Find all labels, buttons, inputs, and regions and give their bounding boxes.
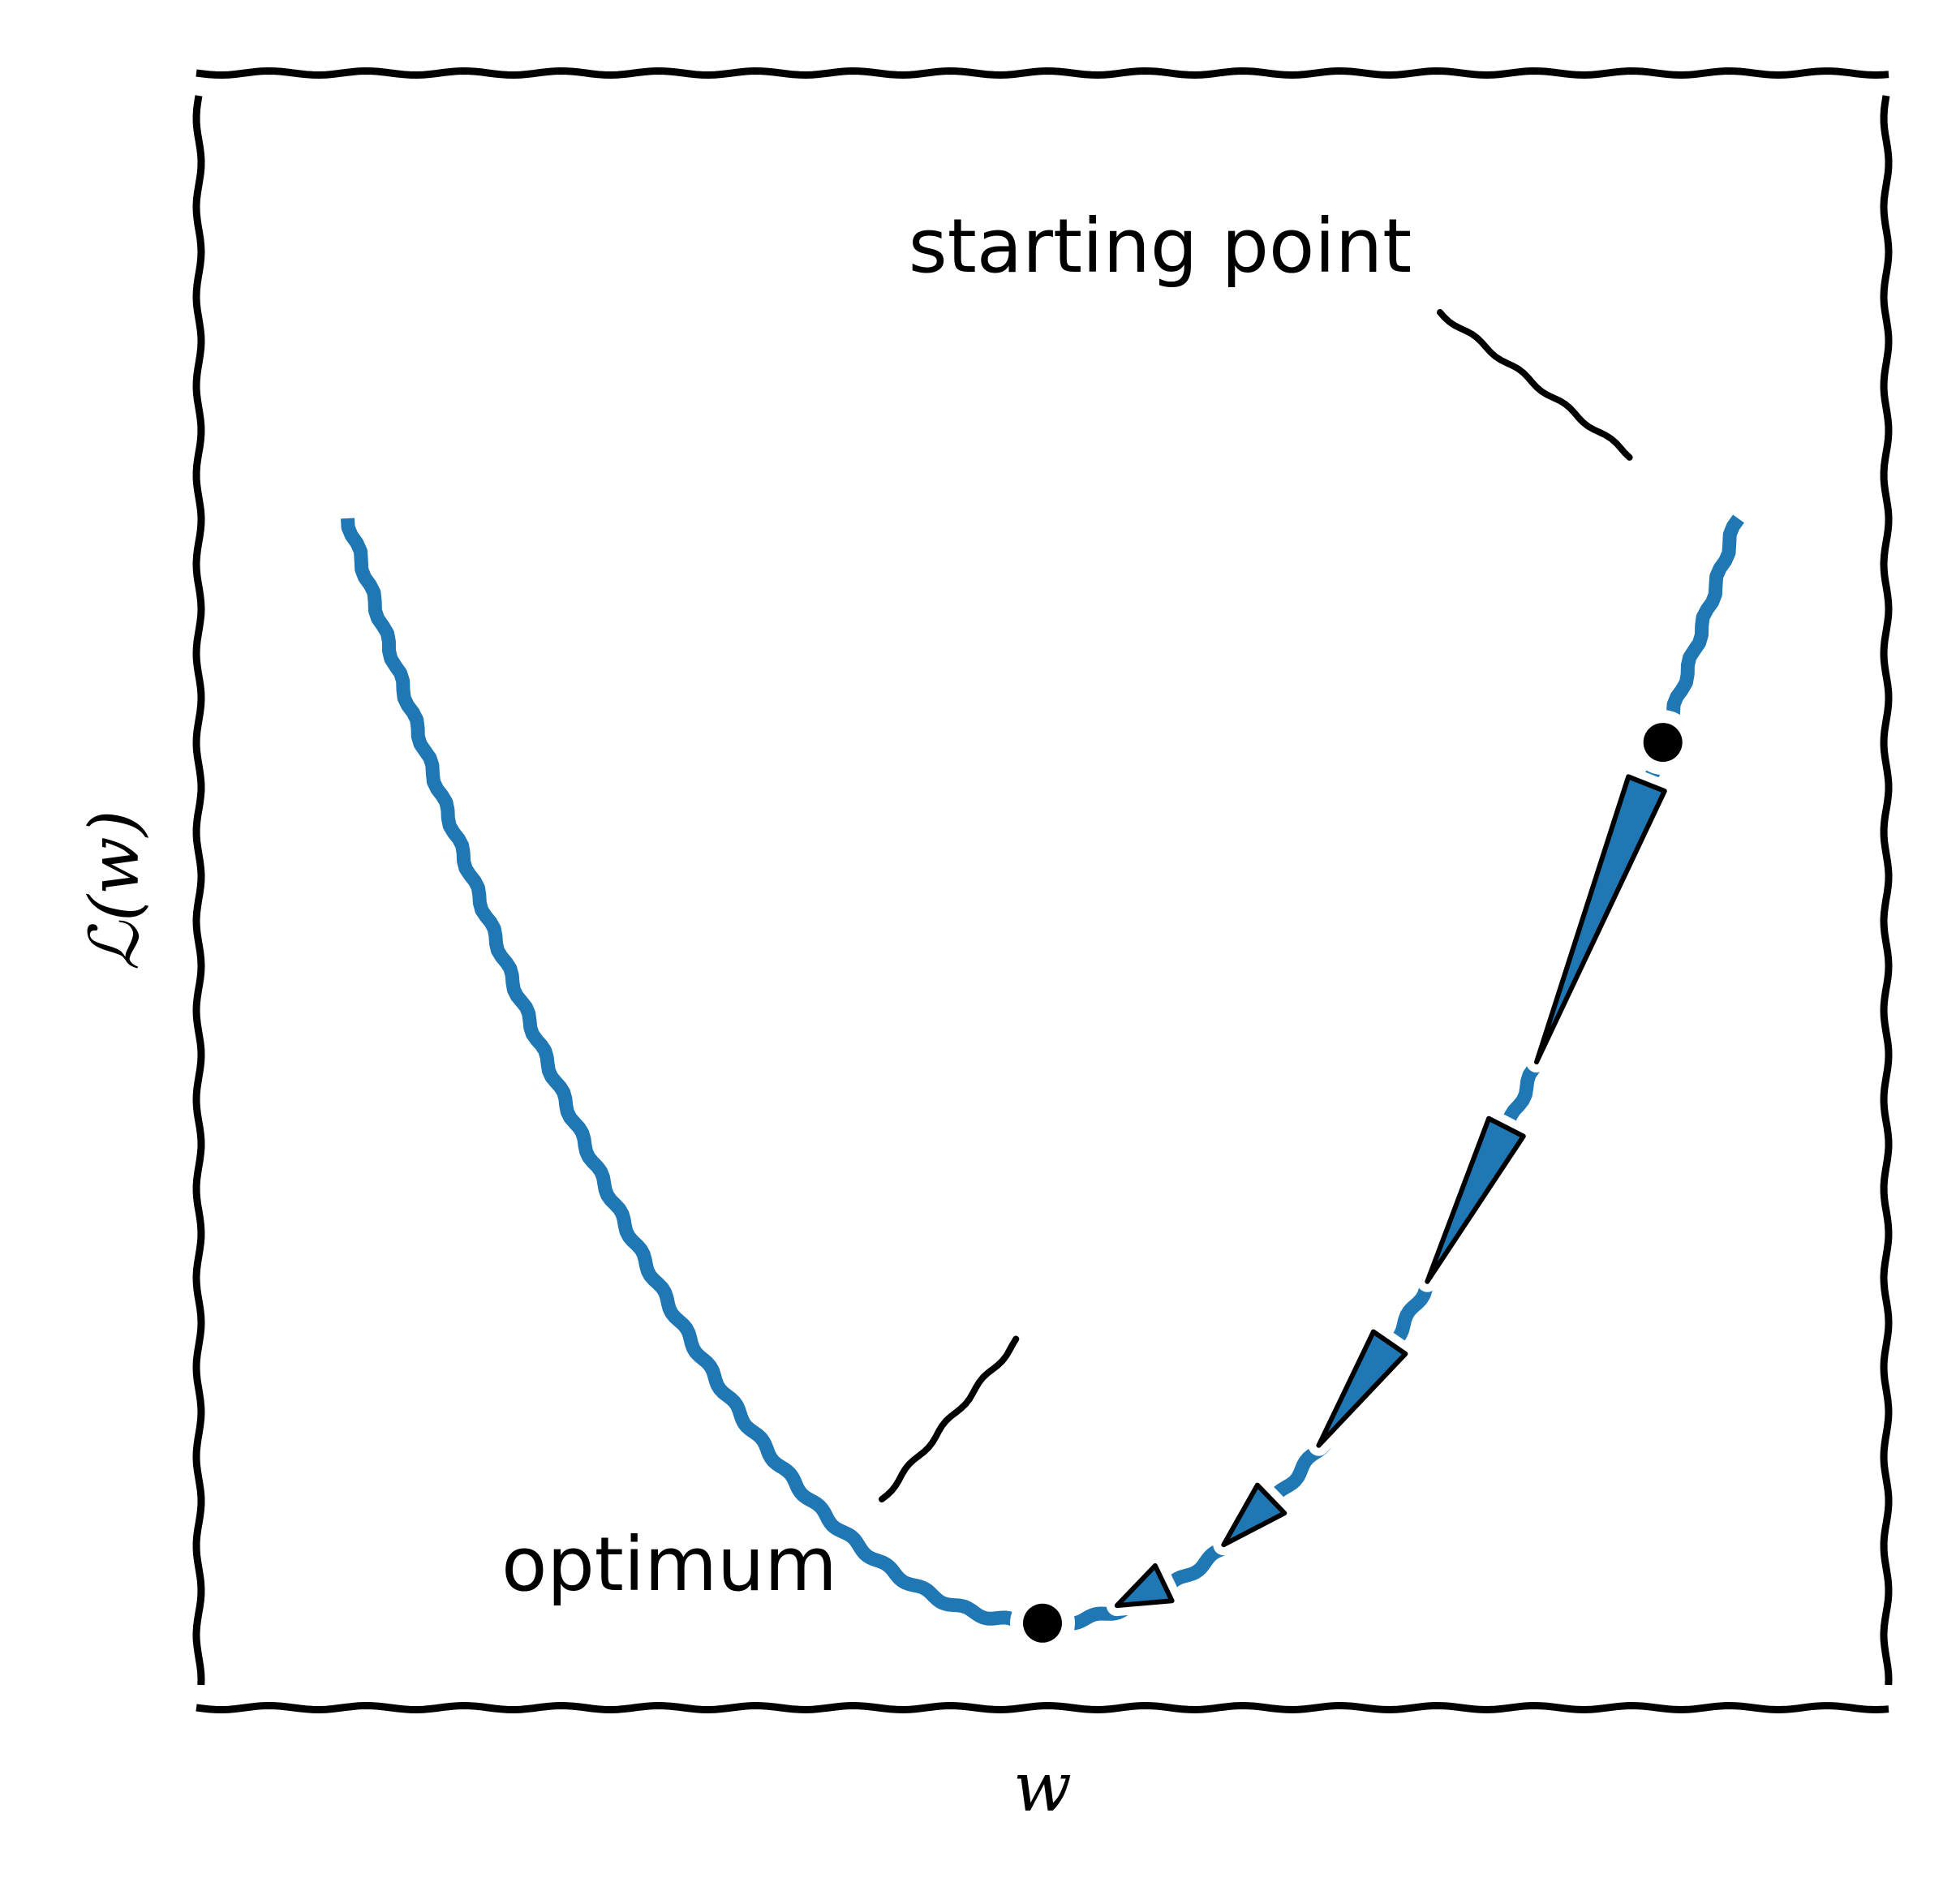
curve-layer xyxy=(341,514,1744,1632)
x-axis-label: w xyxy=(1013,1747,1072,1827)
spine-bottom xyxy=(196,1701,1889,1714)
gradient-step-arrow xyxy=(1316,1329,1408,1448)
gradient-step-arrow xyxy=(1114,1563,1175,1609)
annotation-layer: starting point optimum xyxy=(501,203,1696,1656)
optimum-marker xyxy=(1023,1603,1062,1643)
starting-point-label: starting point xyxy=(909,203,1412,290)
spine-top xyxy=(196,67,1889,80)
annotation-leader-line xyxy=(879,1335,1020,1502)
y-axis-label: ℒ(w) xyxy=(75,810,154,971)
spine-right xyxy=(1880,95,1893,1686)
gradient-step-arrow xyxy=(1534,774,1667,1065)
gradient-step-arrow xyxy=(1221,1482,1287,1548)
arrow-layer xyxy=(1106,766,1675,1617)
plot-frame xyxy=(192,67,1893,1714)
optimum-label: optimum xyxy=(501,1521,837,1608)
loss-curve xyxy=(341,514,1744,1632)
annotation-leader-line xyxy=(1437,309,1633,461)
starting-point-marker xyxy=(1643,723,1683,763)
spine-left xyxy=(192,95,205,1686)
gradient-step-arrow xyxy=(1425,1115,1526,1284)
